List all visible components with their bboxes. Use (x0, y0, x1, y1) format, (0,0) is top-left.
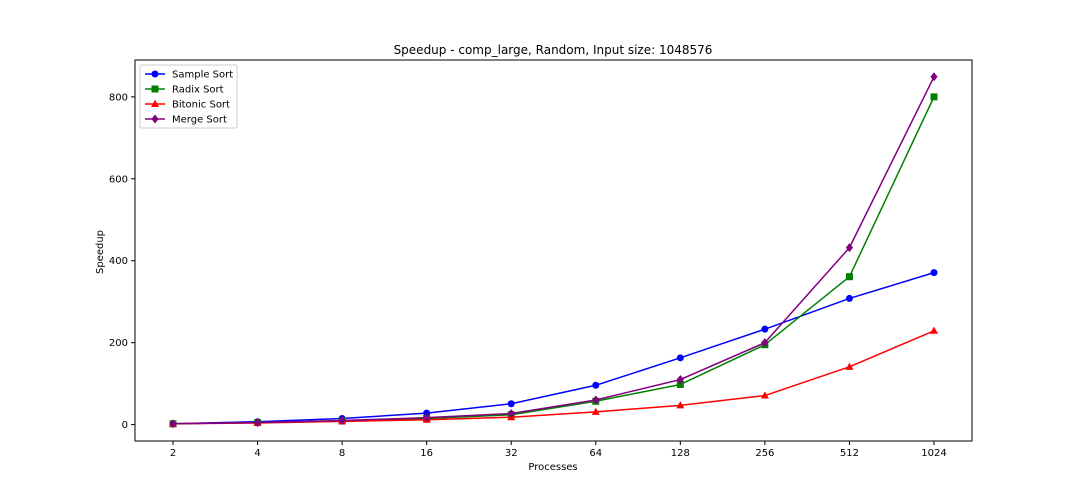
merge-sort-point (930, 72, 938, 82)
x-axis-title: Processes (528, 462, 577, 473)
x-tick-label: 32 (505, 448, 518, 459)
radix-sort-point (930, 93, 938, 101)
radix-sort-point (845, 273, 853, 281)
bitonic-sort-point (845, 362, 854, 370)
merge-sort-point (507, 409, 515, 419)
x-tick-label: 256 (755, 448, 774, 459)
chart-title: Speedup - comp_large, Random, Input size… (394, 43, 713, 57)
y-axis-title: Speedup (95, 230, 106, 274)
x-tick-label: 2 (170, 448, 176, 459)
legend-swatch-marker (151, 99, 159, 107)
bitonic-sort-point (676, 401, 685, 409)
sample-sort-point (676, 354, 684, 362)
x-tick-label: 64 (589, 448, 602, 459)
bitonic-sort-point (760, 391, 769, 399)
sample-sort-point (845, 294, 853, 302)
legend-swatch-marker (151, 70, 159, 78)
merge-sort-point (676, 375, 684, 385)
y-tick-label: 400 (109, 256, 128, 267)
plot-frame (134, 59, 973, 442)
merge-sort-point (338, 416, 346, 426)
merge-sort-point (169, 419, 177, 429)
x-axis: 2 4 8 16 32 64 128 256 512 1024 (170, 441, 947, 459)
legend-label-radix-sort: Radix Sort (172, 85, 224, 96)
legend-swatch-marker (151, 85, 159, 93)
x-tick-label: 128 (671, 448, 690, 459)
sample-sort-point (592, 381, 600, 389)
y-tick-label: 800 (109, 92, 128, 103)
x-tick-label: 16 (420, 448, 433, 459)
legend-label-bitonic-sort: Bitonic Sort (172, 100, 230, 111)
bitonic-sort-point (591, 407, 600, 415)
merge-sort-point (423, 413, 431, 423)
sample-sort-point (507, 400, 515, 408)
legend-box (139, 64, 238, 129)
sample-sort-point (930, 269, 938, 277)
sample-sort-line (172, 271, 935, 425)
legend-label-sample-sort: Sample Sort (172, 70, 233, 81)
plot-area (169, 72, 938, 429)
merge-sort-point (761, 338, 769, 348)
bitonic-sort-point (930, 326, 938, 334)
sample-sort-point (761, 325, 769, 333)
merge-sort-point (253, 418, 262, 428)
radix-sort-point (676, 380, 684, 388)
legend: Sample Sort Radix Sort Bitonic Sort Merge S… (139, 64, 238, 129)
x-tick-label: 1024 (921, 448, 946, 459)
legend-swatch-marker (151, 114, 159, 124)
merge-sort-point (592, 395, 600, 405)
merge-sort-line (172, 76, 935, 425)
x-tick-label: 512 (840, 448, 859, 459)
y-axis: 0 200 400 600 800 (109, 92, 135, 431)
x-tick-label: 8 (339, 448, 345, 459)
x-tick-label: 4 (254, 448, 260, 459)
y-tick-label: 200 (109, 338, 128, 349)
y-tick-label: 600 (109, 174, 128, 185)
legend-label-merge-sort: Merge Sort (172, 115, 227, 126)
merge-sort-point (845, 243, 854, 253)
sample-sort-point (423, 409, 431, 417)
y-tick-label: 0 (122, 420, 128, 431)
